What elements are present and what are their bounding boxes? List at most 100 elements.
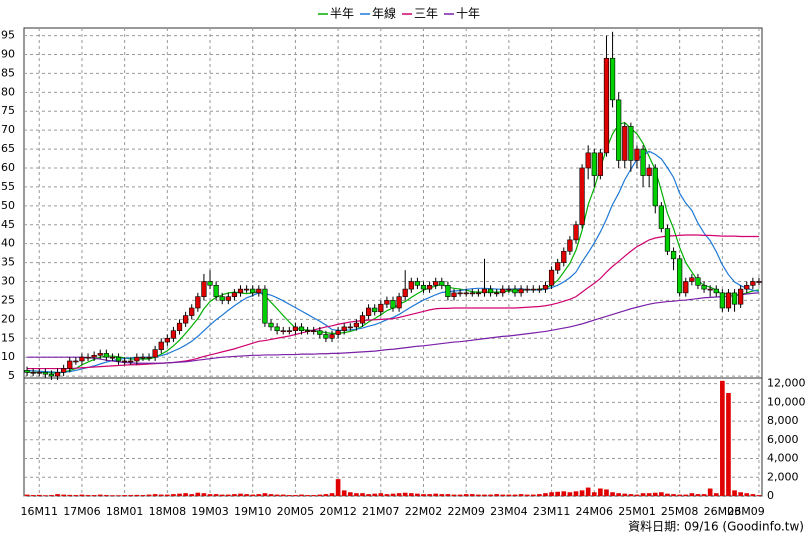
candle-body [597, 152, 603, 176]
volume-bar [195, 492, 201, 496]
candle-body [487, 288, 494, 294]
volume-bar [427, 494, 432, 496]
candle-body [731, 292, 738, 305]
x-tick-label: 21M07 [362, 505, 400, 518]
candle-body [512, 288, 518, 294]
volume-bar [317, 494, 323, 496]
candle-body [195, 296, 201, 309]
candle-body [219, 296, 225, 301]
volume-bar [677, 494, 682, 496]
volume-bar [549, 492, 554, 496]
volume-bar [55, 494, 60, 496]
volume-bar [30, 495, 36, 496]
candle-body [48, 373, 55, 377]
x-tick-label: 17M06 [63, 505, 101, 518]
candle-body [359, 315, 366, 324]
y2-tick-label: 6,000 [767, 433, 799, 446]
volume-bar [207, 494, 213, 496]
volume-bar [354, 493, 359, 496]
candle-body [701, 284, 707, 290]
candle-body [506, 288, 512, 291]
volume-bar [183, 493, 188, 496]
volume-bar [49, 495, 54, 496]
volume-bar [604, 489, 609, 496]
volume-bar [720, 380, 725, 496]
volume-bar [494, 494, 500, 496]
volume-bar [713, 493, 719, 496]
volume-bar [73, 495, 79, 496]
candle-body [73, 360, 79, 363]
candle-body [67, 360, 73, 369]
volume-bar [305, 495, 310, 496]
volume-bar [146, 494, 152, 496]
candle-body [524, 288, 530, 291]
candle-body [561, 250, 567, 263]
volume-bar [469, 494, 475, 496]
candle-body [408, 281, 414, 290]
volume-bar [61, 494, 66, 496]
y-tick-label: 70 [1, 123, 15, 136]
candle-body [134, 356, 140, 362]
volume-bar [482, 494, 487, 496]
volume-bar [646, 493, 652, 496]
volume-bar [280, 494, 286, 496]
volume-bar [500, 494, 506, 496]
volume-bar [36, 494, 42, 496]
candle-body [274, 326, 280, 332]
candle-body [164, 337, 170, 343]
y-tick-label: 95 [1, 29, 15, 42]
candle-body [585, 152, 591, 169]
volume-bar [439, 494, 445, 496]
candle-body [378, 303, 384, 313]
y-tick-label: 5 [8, 369, 15, 382]
y-tick-label: 55 [1, 180, 15, 193]
candle-body [384, 300, 390, 305]
candle-body [567, 239, 573, 252]
candle-body [573, 224, 579, 241]
candle-body [24, 370, 30, 373]
x-tick-label: 18M08 [149, 505, 187, 518]
volume-bar [341, 490, 347, 496]
volume-bar [665, 493, 670, 496]
volume-bar [262, 493, 268, 496]
candle-body [347, 326, 353, 329]
volume-bar [506, 494, 512, 496]
x-tick-label: 20M12 [319, 505, 357, 518]
volume-bar [293, 495, 298, 496]
candle-body [451, 292, 457, 297]
volume-bar [360, 493, 365, 496]
candle-body [189, 307, 195, 316]
candle-body [170, 330, 177, 339]
volume-bar [415, 493, 420, 496]
candle-body [500, 288, 506, 294]
volume-bar [134, 494, 140, 496]
y2-tick-label: 10,000 [767, 395, 806, 408]
volume-bar [232, 494, 237, 496]
candle-body [683, 281, 689, 294]
candle-body [30, 372, 36, 374]
candle-body [122, 360, 128, 363]
candle-body [115, 356, 122, 362]
candle-body [463, 292, 469, 295]
y2-tick-label: 12,000 [767, 377, 806, 390]
volume-bar [579, 490, 585, 496]
legend-label: 半年 [330, 7, 354, 21]
candle-body [268, 322, 274, 328]
y-tick-label: 75 [1, 104, 15, 117]
volume-bar [524, 494, 530, 496]
candle-body [231, 292, 238, 297]
y2-tick-label: 2,000 [767, 470, 799, 483]
candle-body [640, 148, 646, 176]
candle-body [365, 307, 372, 316]
y-tick-label: 15 [1, 331, 15, 344]
candle-body [225, 296, 231, 301]
volume-bar [122, 495, 127, 496]
candle-body [426, 284, 433, 290]
candle-body [91, 354, 97, 358]
x-tick-label: 16M11 [20, 505, 58, 518]
volume-bar [402, 492, 408, 496]
candle-body [317, 330, 323, 335]
volume-bar [67, 494, 73, 496]
x-tick-label: 22M02 [405, 505, 443, 518]
volume-bar [543, 493, 548, 496]
